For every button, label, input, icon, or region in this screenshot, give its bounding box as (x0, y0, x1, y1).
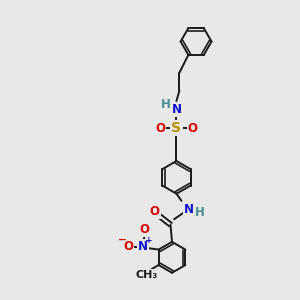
Text: N: N (172, 103, 182, 116)
Text: O: O (188, 122, 198, 135)
Text: N: N (138, 240, 148, 253)
Text: O: O (155, 122, 165, 135)
Text: O: O (150, 205, 160, 218)
Text: CH₃: CH₃ (135, 269, 157, 280)
Text: H: H (194, 206, 204, 219)
Text: +: + (145, 236, 153, 245)
Text: O: O (123, 240, 133, 253)
Text: N: N (184, 203, 194, 216)
Text: −: − (118, 235, 127, 245)
Text: S: S (172, 121, 182, 135)
Text: H: H (161, 98, 171, 111)
Text: O: O (140, 223, 150, 236)
